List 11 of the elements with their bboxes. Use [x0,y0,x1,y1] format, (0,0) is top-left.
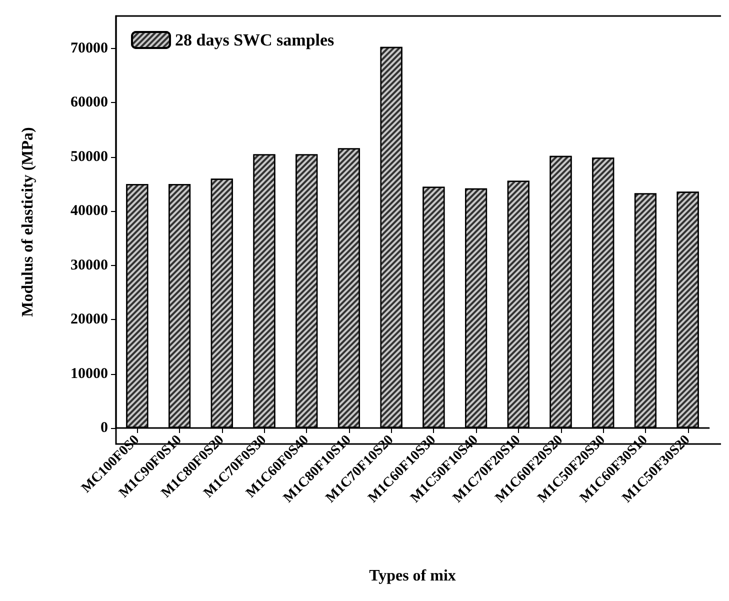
y-tick-label: 50000 [70,148,108,165]
y-tick-label: 70000 [70,40,108,57]
y-tick-label: 30000 [70,257,108,274]
y-tick-label: 10000 [70,366,108,382]
y-tick-label: 60000 [70,94,108,111]
y-tick-label: 40000 [70,203,108,220]
y-tick-label: 0 [100,420,108,436]
x-axis-title: Types of mix [369,568,456,584]
legend-label: 28 days SWC samples [175,30,335,50]
y-axis-title: Modulus of elasticity (MPa) [20,127,36,317]
y-tick-label: 20000 [70,312,108,328]
